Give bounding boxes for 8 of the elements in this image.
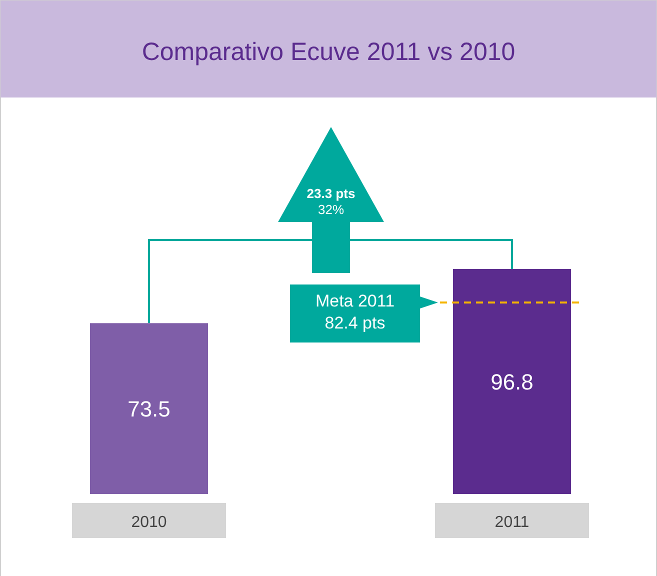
x-tick-label: 2010 [131,514,167,531]
x-tick-label: 2011 [494,514,530,531]
data-label: 96.8 [490,370,534,394]
chart-title: Comparativo Ecuve 2011 vs 2010 [142,38,516,66]
data-label: 73.5 [128,396,170,422]
ref-line-label: Meta 2011 82.4 pts [315,291,395,332]
text: 23.3 pts [306,186,356,201]
text: 32% [318,202,344,217]
